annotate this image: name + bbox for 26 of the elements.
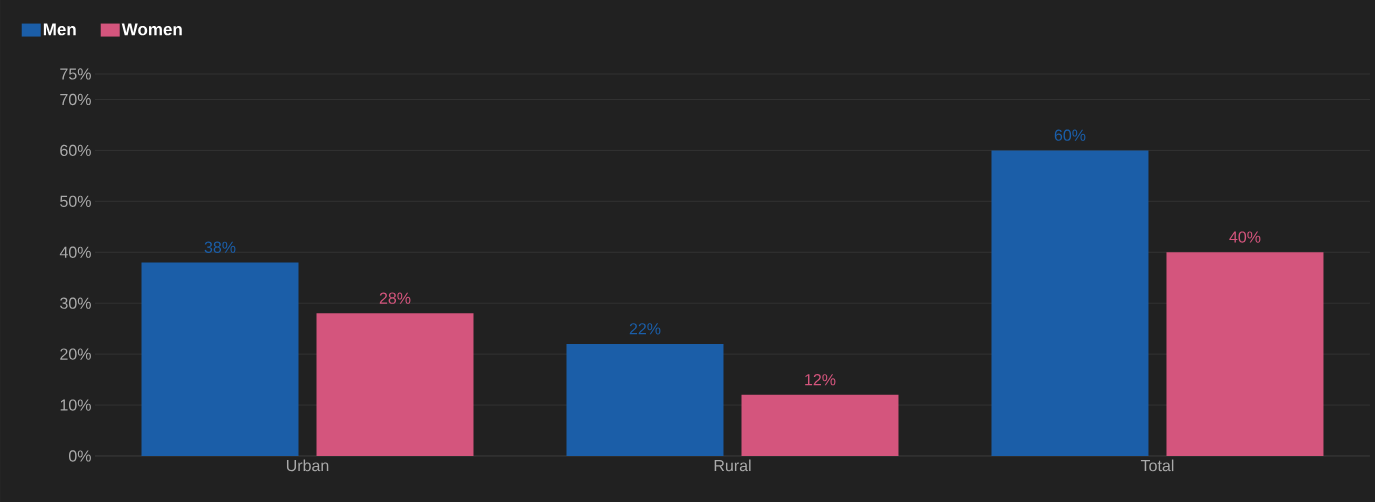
bar [741, 394, 899, 456]
y-tick-label: 60% [60, 144, 91, 157]
y-tick-label: 20% [60, 348, 91, 360]
data-label: 22% [629, 323, 661, 335]
bar [1166, 252, 1324, 456]
data-label: 60% [1054, 129, 1086, 141]
y-tick-label: 70% [60, 93, 91, 106]
x-tick-label: Urban [286, 459, 329, 472]
legend-label: Men [43, 23, 76, 36]
bar [566, 343, 724, 456]
data-label: 12% [805, 374, 836, 386]
bar [316, 313, 474, 456]
x-tick-label: Total [1140, 459, 1174, 472]
y-tick-label: 10% [60, 399, 91, 411]
data-label: 38% [204, 241, 236, 253]
y-tick-label: 50% [60, 195, 91, 207]
y-tick-label: 40% [59, 246, 91, 258]
data-label: 28% [379, 292, 411, 304]
data-label: 40% [1229, 231, 1261, 243]
bar [141, 262, 299, 456]
legend-label: Women [121, 23, 182, 36]
bar [991, 150, 1149, 456]
x-tick-label: Rural [714, 459, 751, 472]
y-tick-label: 0% [68, 450, 91, 462]
y-tick-label: 30% [60, 297, 91, 309]
y-tick-label: 75% [60, 68, 91, 80]
